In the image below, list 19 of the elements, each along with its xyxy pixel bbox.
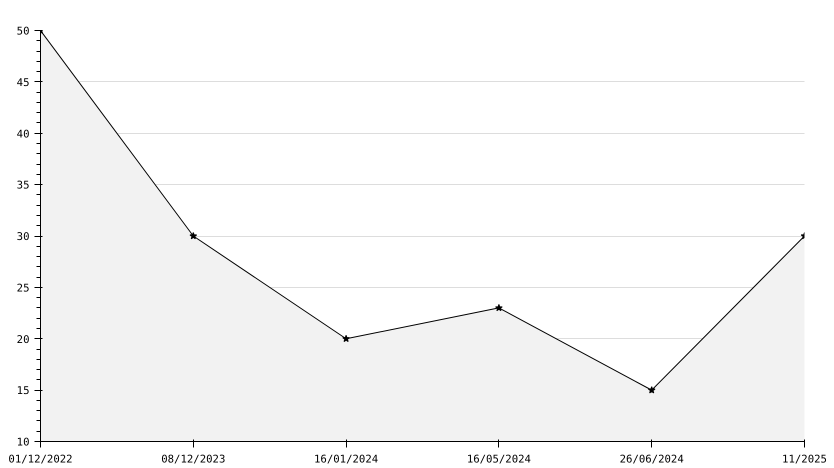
y-tick-label: 30 — [16, 230, 30, 243]
x-tick-label: 16/05/2024 — [466, 452, 531, 466]
x-tick-label: 01/12/2022 — [8, 452, 73, 466]
x-tick-label: 26/06/2024 — [620, 452, 684, 466]
point — [189, 232, 198, 240]
point — [495, 304, 503, 312]
y-tick-label: 25 — [16, 281, 30, 294]
y-tick-label: 40 — [16, 127, 30, 140]
point — [342, 334, 350, 342]
y-tick-label: 45 — [16, 76, 30, 89]
x-tick-label: 16/01/2024 — [314, 452, 378, 466]
x-tick-label: 08/12/2023 — [161, 452, 226, 466]
y-tick-label: 10 — [16, 436, 30, 448]
x-tick-label: 11/2025 — [782, 452, 827, 466]
y-tick-label: 35 — [16, 178, 30, 192]
y-tick-label: 15 — [16, 384, 30, 398]
y-tick-label: 20 — [16, 332, 30, 346]
point — [648, 386, 656, 394]
y-tick-label: 50 — [16, 24, 30, 38]
